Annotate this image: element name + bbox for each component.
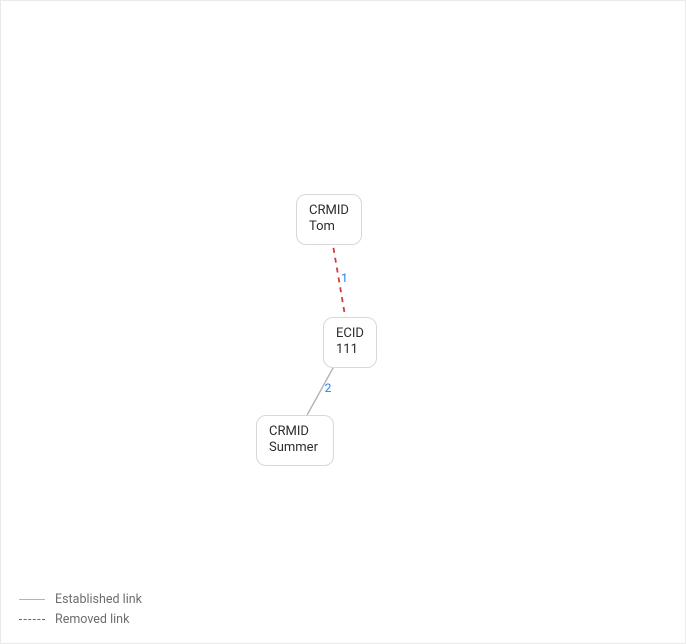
node-label-line1: CRMID: [269, 424, 321, 440]
legend-item: Removed link: [19, 609, 142, 629]
edge-label-edge-1: 1: [341, 271, 348, 285]
edge-label-edge-2: 2: [325, 381, 332, 395]
edge-edge-2: [307, 361, 337, 415]
node-crmid-summer[interactable]: CRMIDSummer: [256, 415, 334, 466]
node-label-line1: CRMID: [309, 203, 349, 219]
graph-canvas: CRMIDTomECID111CRMIDSummer Established l…: [0, 0, 686, 644]
node-label-line2: 111: [336, 342, 364, 358]
node-crmid-tom[interactable]: CRMIDTom: [296, 194, 362, 245]
legend-swatch: [19, 599, 45, 600]
legend: Established link Removed link: [19, 589, 142, 629]
node-label-line2: Tom: [309, 219, 349, 235]
legend-swatch: [19, 619, 45, 620]
legend-item: Established link: [19, 589, 142, 609]
legend-label: Removed link: [55, 612, 129, 627]
node-ecid-111[interactable]: ECID111: [323, 317, 377, 368]
legend-label: Established link: [55, 592, 142, 607]
node-label-line1: ECID: [336, 326, 364, 342]
node-label-line2: Summer: [269, 440, 321, 456]
